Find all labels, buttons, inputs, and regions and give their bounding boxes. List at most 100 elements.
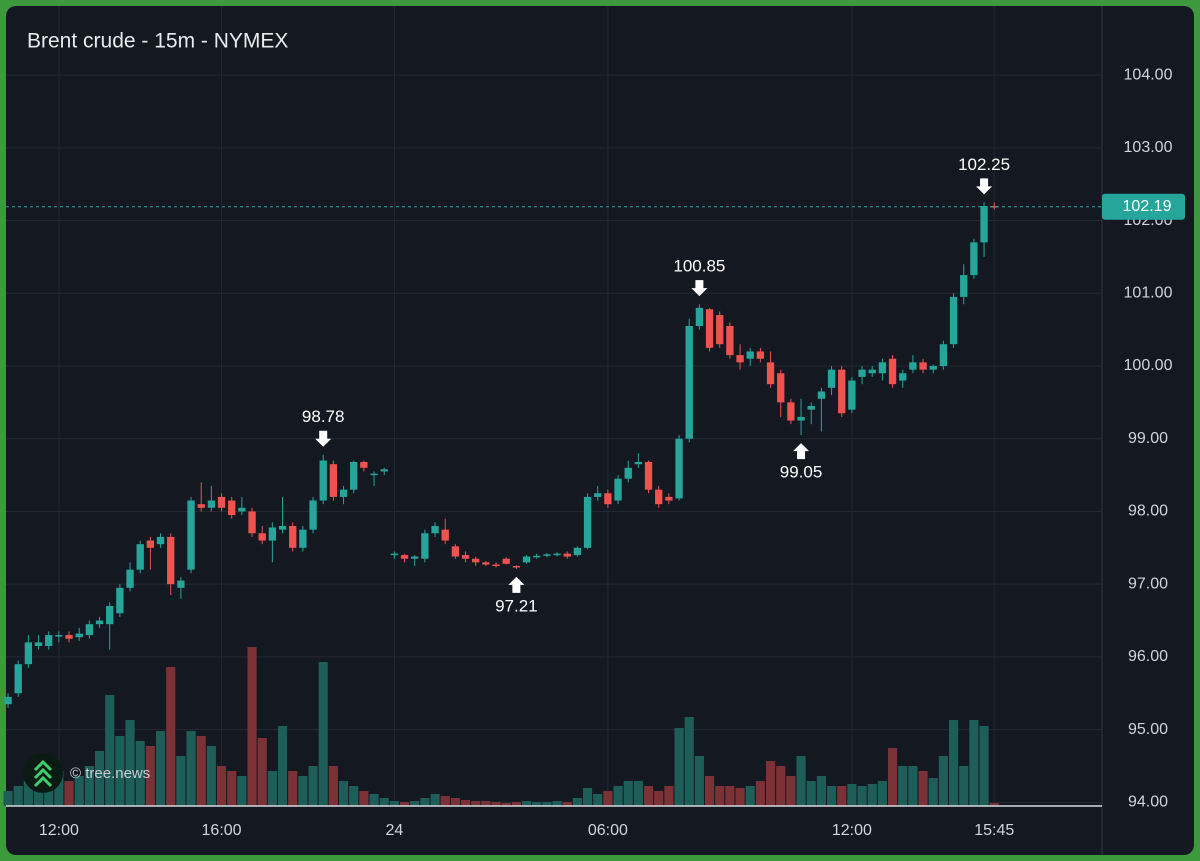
candle-body — [919, 362, 927, 370]
candles — [4, 202, 998, 708]
candle-body — [817, 391, 826, 399]
volume-bar — [928, 778, 938, 806]
candle-body — [339, 489, 348, 497]
volume-bar — [857, 786, 867, 806]
volume-bar — [277, 726, 288, 806]
arrow — [508, 576, 525, 593]
volume-bar — [806, 781, 816, 806]
candle-body — [451, 546, 460, 557]
volume-bar — [979, 726, 989, 806]
candle-body — [594, 493, 602, 497]
candle-body — [502, 558, 510, 564]
candle-body — [126, 569, 134, 588]
volume-bar — [654, 791, 664, 806]
candle-body — [65, 635, 73, 639]
candle-body — [787, 402, 795, 421]
volume-bar — [898, 766, 908, 806]
volume-bar — [298, 776, 308, 806]
volume-bar — [84, 766, 94, 806]
volume-bar — [776, 766, 786, 806]
candle-body — [106, 606, 114, 625]
logo — [23, 753, 63, 793]
candle-body — [736, 355, 744, 363]
y-tick-label: 101.00 — [1124, 284, 1173, 301]
candle-body — [675, 438, 683, 499]
candle-body — [228, 500, 236, 516]
candle-body — [95, 620, 104, 625]
x-tick-label: 24 — [385, 822, 403, 839]
volume-bar — [765, 761, 776, 806]
volume-bar — [420, 798, 430, 806]
candle-body — [156, 536, 165, 545]
candle-body — [167, 536, 175, 585]
volume-bar — [816, 776, 826, 806]
volume-bar — [430, 794, 440, 806]
candle-body — [797, 416, 805, 421]
volume-bar — [145, 746, 155, 806]
volume-bar — [440, 796, 450, 806]
volume-bar — [267, 771, 277, 806]
candle-body — [197, 504, 205, 508]
volume-bar — [948, 720, 959, 806]
last-price-label: 102.19 — [1123, 198, 1172, 215]
volume-bar — [562, 802, 572, 806]
volume-bar — [989, 803, 999, 806]
volume-bar — [796, 756, 806, 806]
volume-bar — [511, 802, 521, 806]
volume-bar — [755, 781, 765, 806]
candle-body — [746, 351, 754, 359]
candle-body — [848, 380, 856, 410]
candle-body — [553, 553, 561, 556]
annotation-label: 97.21 — [495, 596, 538, 615]
volume-bar — [582, 788, 593, 806]
volume-bar — [481, 801, 491, 806]
candle-body — [45, 635, 53, 646]
candle-body — [695, 307, 704, 326]
y-tick-label: 98.00 — [1128, 503, 1168, 520]
volume-bar — [13, 786, 23, 806]
volume-bar — [471, 801, 481, 806]
candle-body — [24, 642, 33, 665]
volume-bar — [491, 802, 501, 806]
volume-bar — [908, 766, 918, 806]
candle-body — [268, 527, 277, 541]
volume-bar — [735, 788, 745, 806]
volume-bar — [237, 776, 247, 806]
volume-bar — [674, 728, 684, 806]
candle-body — [248, 511, 256, 534]
volume-bar — [186, 731, 196, 806]
volume-bar — [135, 741, 145, 806]
candle-body — [634, 462, 643, 465]
last-price-box — [1102, 193, 1185, 220]
candle-body — [766, 362, 775, 385]
candle-body — [756, 351, 765, 359]
candle-body — [868, 369, 876, 374]
candle-body — [400, 555, 409, 559]
y-tick-label: 100.00 — [1124, 357, 1173, 374]
candle-body — [827, 369, 836, 388]
candle-body — [492, 564, 500, 567]
candle-body — [217, 496, 226, 508]
volume-bar — [786, 776, 796, 806]
x-tick-label: 12:00 — [832, 822, 872, 839]
y-tick-label: 95.00 — [1128, 721, 1168, 738]
volume-bar — [349, 786, 359, 806]
candle-body — [136, 544, 144, 570]
candle-body — [614, 478, 622, 501]
candle-body — [939, 344, 948, 366]
volume-bar — [33, 784, 44, 806]
candle-body — [726, 326, 734, 356]
candle-body — [949, 296, 958, 345]
candle-body — [685, 326, 693, 439]
arrow — [315, 430, 332, 447]
candle-body — [980, 206, 988, 243]
x-tick-label: 12:00 — [39, 822, 79, 839]
candle-body — [838, 369, 846, 414]
x-tick-label: 06:00 — [588, 822, 628, 839]
candle-body — [888, 358, 897, 385]
candle-body — [309, 500, 317, 530]
candle-body — [573, 547, 582, 556]
volume-bar — [64, 781, 74, 806]
annotation-label: 100.85 — [673, 257, 725, 276]
